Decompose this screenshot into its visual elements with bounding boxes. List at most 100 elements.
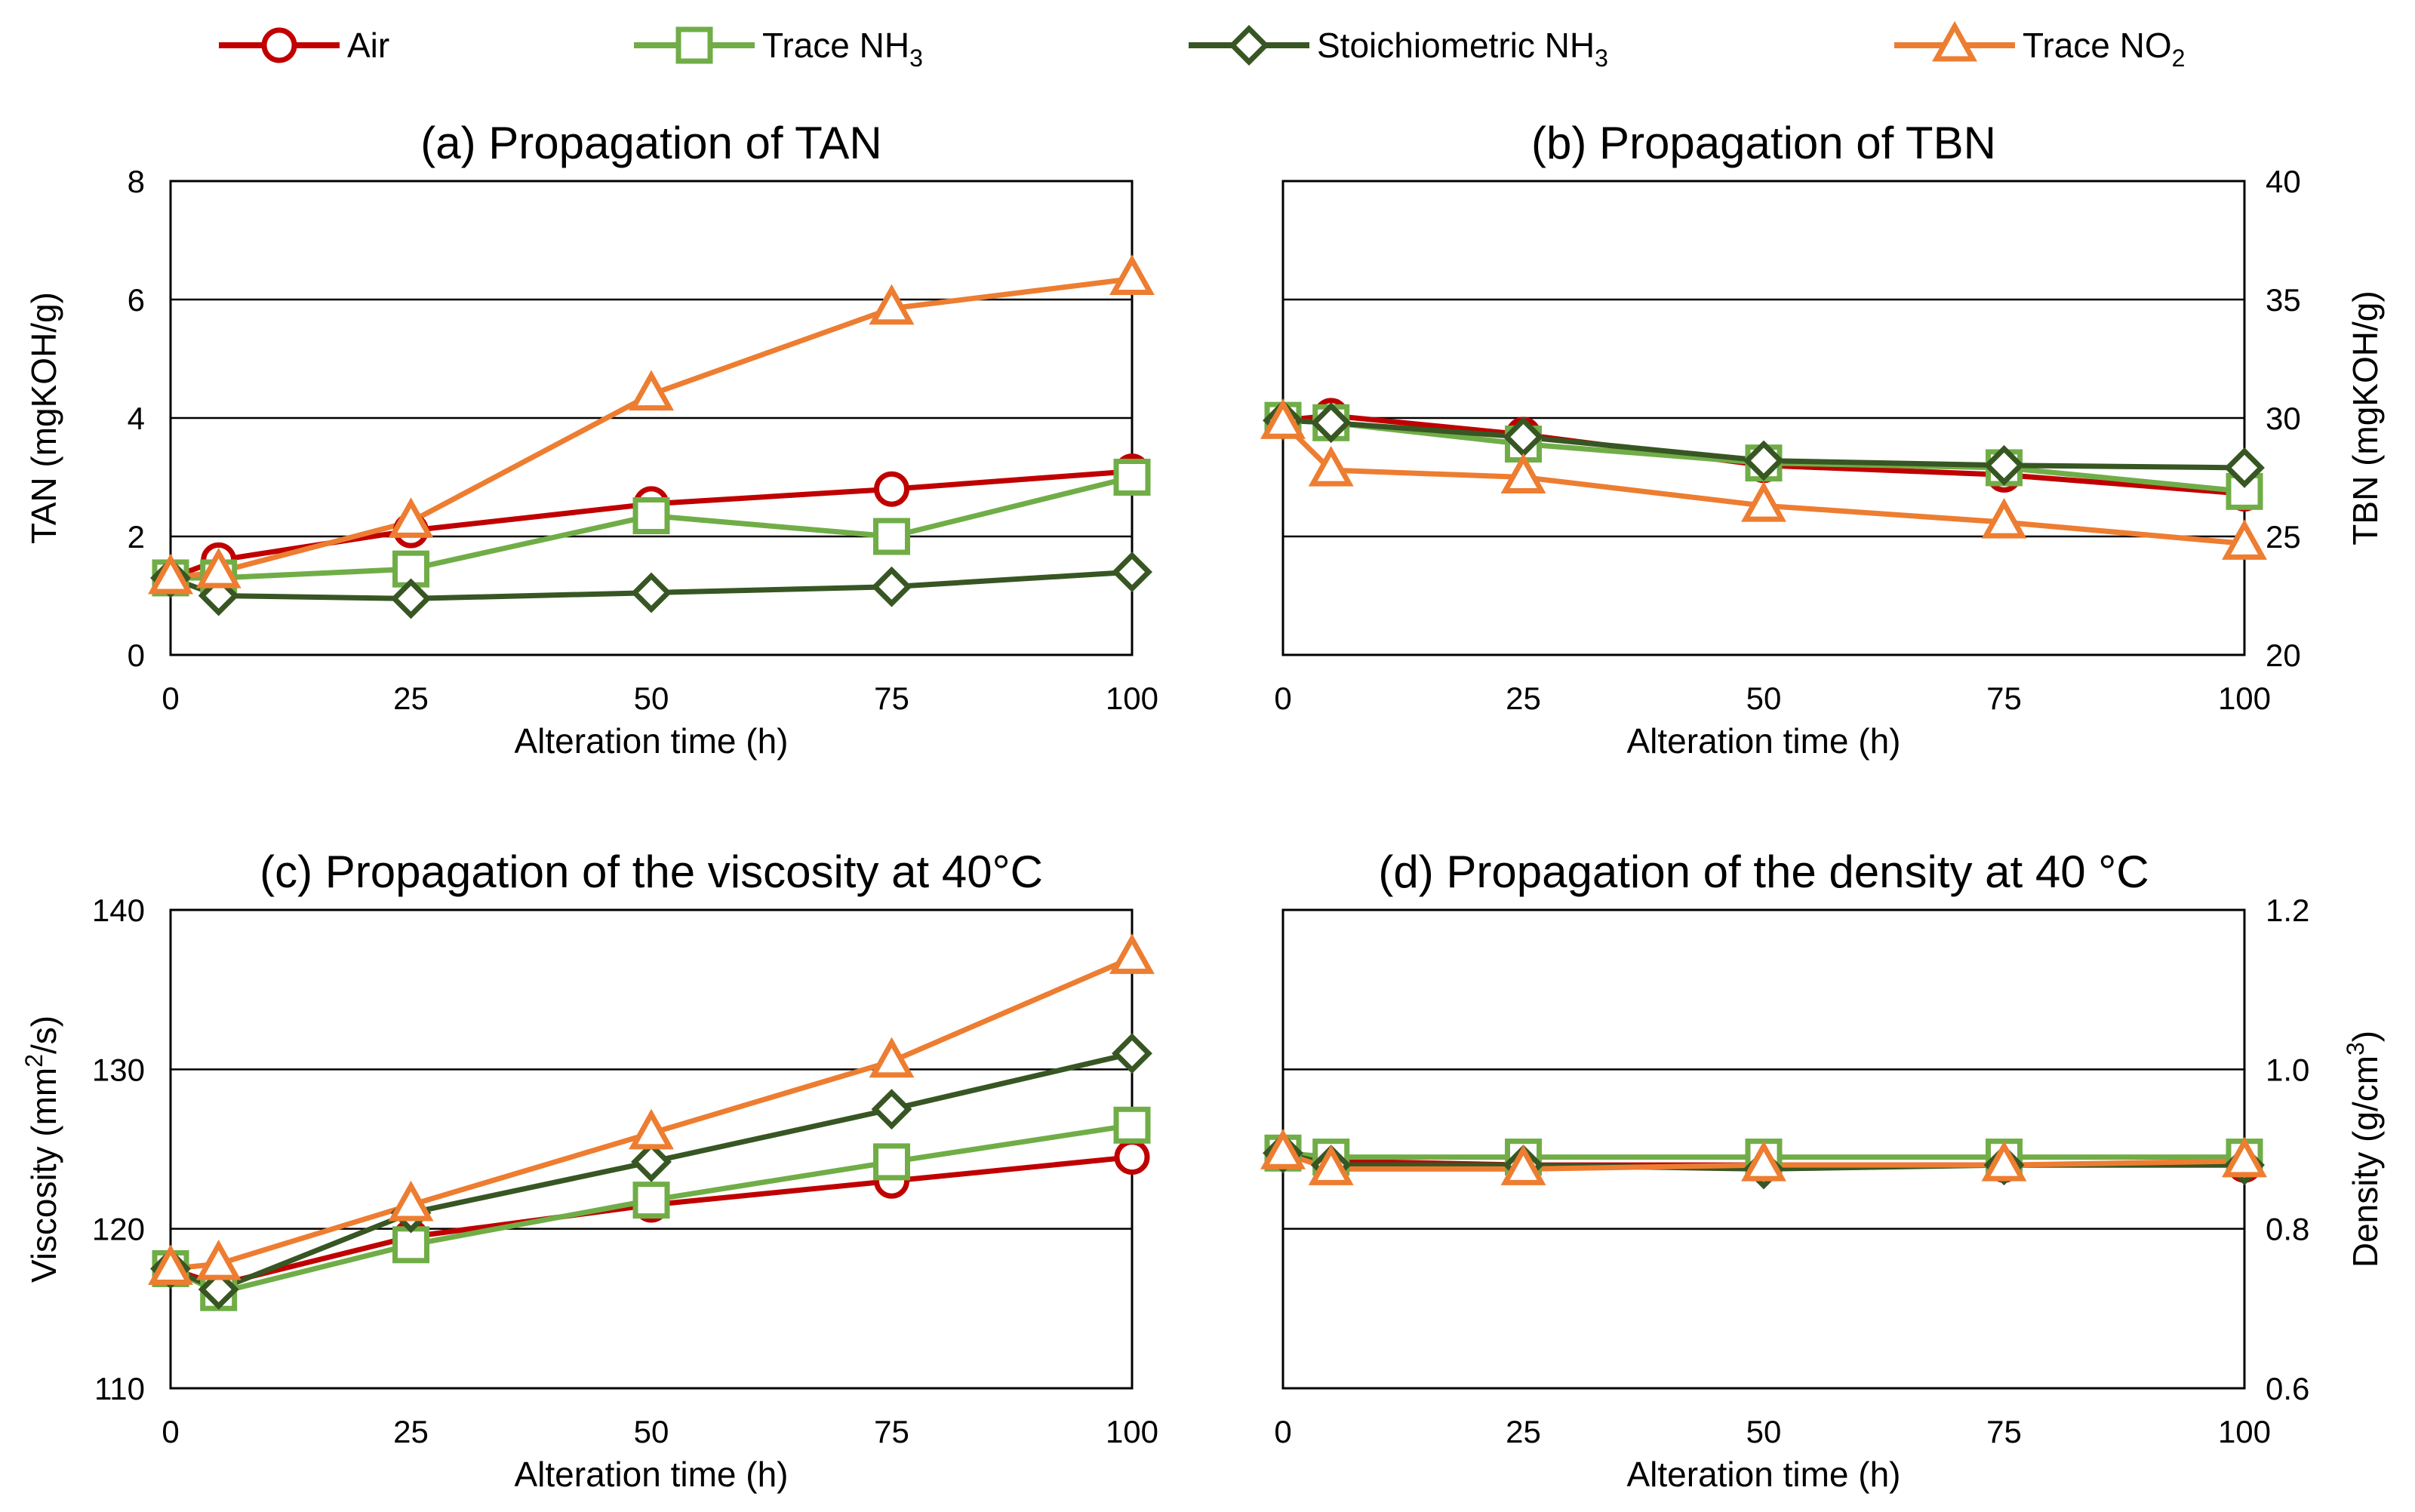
data-point-trace_no2-75 xyxy=(869,1037,915,1078)
legend-item-trace_nh3: Trace NH3 xyxy=(634,26,923,72)
data-point-trace_nh3-100 xyxy=(1113,1106,1151,1144)
legend: Air Trace NH3 Stoichiometric NH3 Trace NO2 xyxy=(219,20,2185,72)
legend-marker-air xyxy=(261,27,297,63)
data-point-trace_no2-25 xyxy=(1500,453,1546,493)
data-point-trace_nh3-100 xyxy=(1113,459,1151,496)
x-tick-label-50: 50 xyxy=(634,681,669,716)
data-point-stoich_nh3-50 xyxy=(631,1141,672,1182)
data-point-trace_no2-0 xyxy=(1260,398,1306,439)
y-tick-label-30: 30 xyxy=(2266,401,2301,436)
data-point-trace_no2-5 xyxy=(195,1239,242,1280)
y-tick-label-130: 130 xyxy=(92,1052,145,1087)
y-tick-label-0-6: 0.6 xyxy=(2266,1371,2309,1406)
x-axis-label: Alteration time (h) xyxy=(1626,721,1900,761)
y-tick-label-35: 35 xyxy=(2266,282,2301,318)
data-point-trace_no2-75 xyxy=(1981,497,2027,539)
data-point-trace_nh3-25 xyxy=(392,1226,429,1264)
data-point-stoich_nh3-100 xyxy=(1112,552,1152,593)
x-tick-label-75: 75 xyxy=(1986,681,2022,716)
y-tick-label-0: 0 xyxy=(128,638,145,673)
x-tick-label-50: 50 xyxy=(634,1414,669,1449)
legend-label-trace_no2: Trace NO2 xyxy=(2023,26,2185,72)
data-point-trace_no2-75 xyxy=(869,284,915,325)
data-point-trace_no2-100 xyxy=(2222,1136,2267,1178)
plot-frame xyxy=(169,180,1134,656)
x-tick-label-25: 25 xyxy=(1506,681,1541,716)
legend-item-stoich_nh3: Stoichiometric NH3 xyxy=(1189,25,1608,72)
x-axis-label: Alteration time (h) xyxy=(514,721,788,761)
y-tick-label-2: 2 xyxy=(128,519,145,555)
data-point-stoich_nh3-25 xyxy=(390,578,432,619)
y-axis-label: TAN (mgKOH/g) xyxy=(24,292,63,544)
y-tick-label-0-8: 0.8 xyxy=(2266,1212,2309,1247)
data-point-trace_nh3-50 xyxy=(632,497,670,535)
x-tick-label-75: 75 xyxy=(874,681,909,716)
x-tick-label-0: 0 xyxy=(162,1414,179,1449)
x-tick-label-0: 0 xyxy=(162,681,179,716)
data-point-trace_no2-100 xyxy=(2222,519,2267,560)
legend-label-air: Air xyxy=(347,26,389,65)
x-tick-label-25: 25 xyxy=(393,1414,429,1449)
x-tick-label-75: 75 xyxy=(1986,1414,2022,1449)
data-point-air-75 xyxy=(874,471,909,507)
data-point-trace_no2-25 xyxy=(388,497,434,538)
y-axis-label: Density (g/cm3) xyxy=(2342,1031,2385,1268)
chart-title: (b) Propagation of TBN xyxy=(1531,118,1996,168)
data-point-stoich_nh3-50 xyxy=(631,572,672,613)
data-point-stoich_nh3-75 xyxy=(871,566,912,607)
y-tick-label-120: 120 xyxy=(92,1212,145,1247)
legend-marker-trace_no2 xyxy=(1932,20,1977,62)
data-point-trace_nh3-75 xyxy=(873,1143,910,1181)
data-point-trace_no2-5 xyxy=(195,547,242,589)
legend-item-trace_no2: Trace NO2 xyxy=(1894,20,2185,72)
chart-title: (a) Propagation of TAN xyxy=(420,118,881,168)
data-point-trace_no2-50 xyxy=(1741,1140,1786,1182)
data-point-stoich_nh3-5 xyxy=(198,1269,239,1310)
data-point-air-100 xyxy=(1114,1139,1150,1175)
legend-label-trace_nh3: Trace NH3 xyxy=(762,26,923,72)
data-point-trace_no2-25 xyxy=(388,1180,434,1222)
x-tick-label-100: 100 xyxy=(2218,1414,2271,1449)
x-tick-label-0: 0 xyxy=(1274,1414,1291,1449)
data-point-trace_no2-25 xyxy=(1500,1145,1546,1185)
data-point-stoich_nh3-100 xyxy=(1112,1033,1152,1074)
chart-title: (c) Propagation of the viscosity at 40°C xyxy=(260,847,1043,897)
y-tick-label-140: 140 xyxy=(92,893,145,928)
data-point-stoich_nh3-100 xyxy=(2224,447,2265,488)
data-point-stoich_nh3-50 xyxy=(1743,440,1784,481)
x-tick-label-0: 0 xyxy=(1274,681,1291,716)
data-point-trace_no2-50 xyxy=(629,370,674,411)
data-point-trace_nh3-50 xyxy=(632,1182,670,1219)
data-point-trace_no2-100 xyxy=(1109,933,1155,974)
chart-title: (d) Propagation of the density at 40 °C xyxy=(1378,847,2149,897)
legend-marker-stoich_nh3 xyxy=(1229,25,1269,66)
x-tick-label-75: 75 xyxy=(874,1414,909,1449)
y-tick-label-20: 20 xyxy=(2266,638,2301,673)
y-tick-label-40: 40 xyxy=(2266,164,2301,199)
data-point-trace_no2-50 xyxy=(1741,481,1786,522)
y-axis-label: Viscosity (mm2/s) xyxy=(20,1016,63,1283)
y-axis-label: TBN (mgKOH/g) xyxy=(2346,290,2385,545)
y-tick-label-1-2: 1.2 xyxy=(2266,893,2309,928)
y-tick-label-110: 110 xyxy=(94,1371,145,1406)
data-point-trace_no2-5 xyxy=(1308,1145,1354,1185)
panel-d-density: 0.6 0.8 1.0 1.2 0 25 50 75 100 Alteration time (h… xyxy=(1260,847,2385,1494)
panel-a-tan: 0 2 4 6 8 0 25 50 75 100 Alteration time (h) TAN (m… xyxy=(24,118,1158,761)
x-tick-label-25: 25 xyxy=(393,681,429,716)
x-tick-label-100: 100 xyxy=(2218,681,2271,716)
y-tick-label-6: 6 xyxy=(128,282,145,318)
data-point-trace_no2-50 xyxy=(629,1108,674,1150)
legend-item-air: Air xyxy=(219,26,389,65)
y-tick-label-4: 4 xyxy=(128,401,145,436)
data-point-stoich_nh3-5 xyxy=(1310,402,1352,444)
data-point-trace_no2-5 xyxy=(1308,445,1354,487)
legend-label-stoich_nh3: Stoichiometric NH3 xyxy=(1317,26,1608,72)
x-tick-label-100: 100 xyxy=(1106,1414,1158,1449)
x-tick-label-50: 50 xyxy=(1746,681,1782,716)
y-tick-label-8: 8 xyxy=(128,164,145,199)
panel-c-viscosity: 110 120 130 140 0 25 50 75 100 Alteration time (h… xyxy=(20,847,1158,1494)
x-tick-label-50: 50 xyxy=(1746,1414,1782,1449)
data-point-trace_no2-0 xyxy=(148,1244,193,1285)
panel-b-tbn: 20 25 30 35 40 0 25 50 75 100 Alteration time (h) T… xyxy=(1260,118,2385,761)
